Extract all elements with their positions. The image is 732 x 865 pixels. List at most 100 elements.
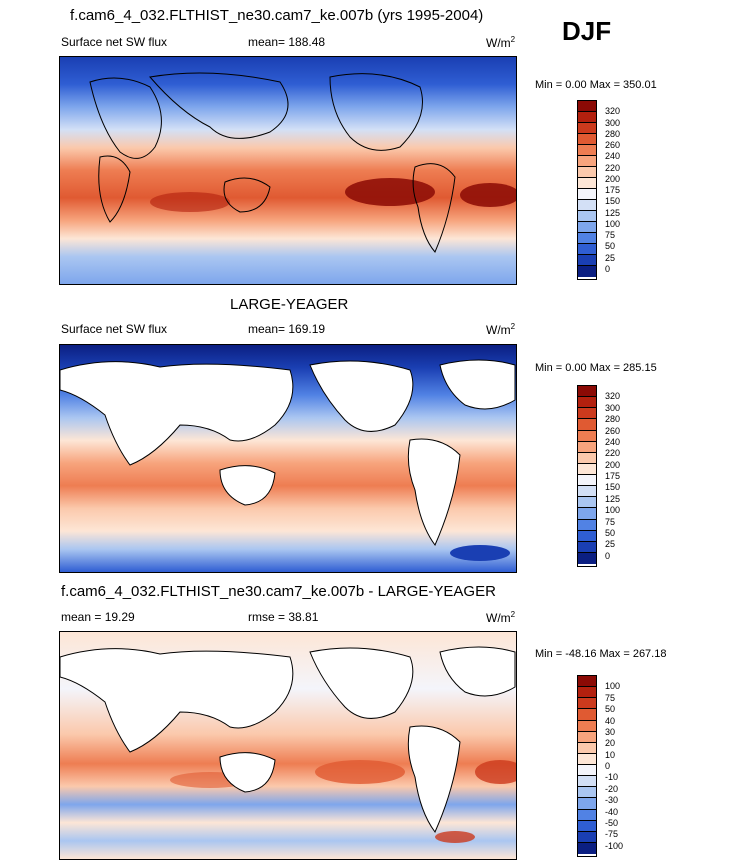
panel-2-map-svg	[60, 345, 516, 572]
colorbar-tick-label: -100	[605, 840, 624, 851]
panel-3-map-svg	[60, 632, 516, 859]
colorbar-tick-label: 0	[605, 263, 611, 274]
panel-3-minmax: Min = -48.16 Max = 267.18	[535, 648, 667, 660]
colorbar-cell	[578, 233, 596, 244]
colorbar-tick-label: 260	[605, 140, 621, 150]
colorbar-tick-label: 75	[605, 230, 616, 240]
colorbar-cell	[578, 189, 596, 200]
colorbar-cell	[578, 178, 596, 189]
colorbar-tick-label: 240	[605, 436, 621, 447]
colorbar-tick-label: 100	[605, 218, 621, 229]
colorbar-cell	[578, 776, 596, 788]
colorbar-cell	[578, 820, 596, 832]
colorbar-cell	[578, 419, 596, 431]
season-label: DJF	[562, 16, 612, 46]
colorbar-tick-label: 50	[605, 704, 616, 715]
colorbar-tick-label: 260	[605, 425, 621, 436]
colorbar-tick-label: 280	[605, 414, 621, 425]
colorbar-cell	[578, 112, 596, 123]
colorbar-tick-label: 200	[605, 173, 621, 184]
colorbar-tick-label: -40	[605, 806, 619, 817]
panel-3-rmse-label: rmse = 38.81	[248, 610, 319, 624]
colorbar-cell	[578, 731, 596, 743]
colorbar-tick-label: 30	[605, 726, 616, 737]
colorbar-cell	[578, 123, 596, 134]
colorbar-tick-label: 280	[605, 128, 621, 139]
colorbar-tick-label: 20	[605, 738, 616, 749]
panel-3-mean-label: mean = 19.29	[61, 610, 135, 624]
colorbar-cell	[578, 441, 596, 453]
panel-2-units: W/m2	[486, 322, 516, 337]
colorbar-cell	[578, 698, 596, 710]
colorbar-tick-label: 125	[605, 207, 621, 218]
colorbar-cell	[578, 397, 596, 409]
colorbar-tick-label: 300	[605, 402, 621, 413]
colorbar-cell	[578, 101, 596, 112]
colorbar-tick-label: 50	[605, 527, 616, 538]
colorbar-tick-label: 100	[605, 681, 621, 692]
colorbar-cell	[578, 742, 596, 754]
colorbar-cell	[578, 475, 596, 487]
colorbar-tick-label: 10	[605, 749, 616, 760]
colorbar-cell	[578, 222, 596, 233]
colorbar-tick-label: 25	[605, 252, 616, 263]
panel-2-map	[59, 344, 517, 573]
colorbar-cell	[578, 497, 596, 509]
colorbar-tick-label: 150	[605, 196, 621, 207]
colorbar-cell	[578, 134, 596, 145]
panel-1-colorbar	[577, 100, 597, 280]
colorbar-cell	[578, 787, 596, 799]
colorbar-tick-label: -30	[605, 795, 619, 806]
colorbar-cell	[578, 167, 596, 178]
colorbar-tick-label: 220	[605, 448, 621, 459]
panel-3-map	[59, 631, 517, 860]
colorbar-cell	[578, 552, 596, 564]
colorbar-tick-label: 125	[605, 493, 621, 504]
colorbar-tick-label: 175	[605, 185, 621, 195]
panel-1-mean-label: mean= 188.48	[248, 35, 326, 49]
colorbar-cell	[578, 687, 596, 699]
colorbar-cell	[578, 255, 596, 266]
colorbar-cell	[578, 244, 596, 255]
panel-3-title: f.cam6_4_032.FLTHIST_ne30.cam7_ke.007b -…	[61, 583, 496, 600]
colorbar-cell	[578, 156, 596, 167]
colorbar-cell	[578, 519, 596, 531]
panel-2-title: LARGE-YEAGER	[230, 296, 349, 313]
panel-1-map-svg	[60, 57, 516, 284]
colorbar-tick-label: 0	[605, 761, 611, 771]
colorbar-cell	[578, 831, 596, 843]
colorbar-cell	[578, 753, 596, 765]
panel-3-colorbar	[577, 675, 597, 857]
colorbar-cell	[578, 508, 596, 520]
colorbar-cell	[578, 720, 596, 732]
colorbar-tick-label: -75	[605, 829, 619, 840]
colorbar-cell	[578, 798, 596, 810]
colorbar-tick-label: -10	[605, 772, 619, 783]
colorbar-tick-label: 25	[605, 539, 616, 550]
colorbar-tick-label: 50	[605, 241, 616, 252]
colorbar-tick-label: 100	[605, 505, 621, 516]
colorbar-cell	[578, 463, 596, 475]
colorbar-cell	[578, 765, 596, 777]
colorbar-tick-label: 75	[605, 692, 616, 703]
colorbar-cell	[578, 386, 596, 398]
colorbar-tick-label: -20	[605, 783, 619, 794]
colorbar-cell	[578, 266, 596, 277]
colorbar-cell	[578, 200, 596, 211]
colorbar-cell	[578, 709, 596, 721]
colorbar-cell	[578, 145, 596, 156]
colorbar-cell	[578, 676, 596, 688]
colorbar-tick-label: 175	[605, 471, 621, 481]
colorbar-cell	[578, 530, 596, 542]
colorbar-cell	[578, 211, 596, 222]
colorbar-cell	[578, 809, 596, 821]
panel-1-minmax: Min = 0.00 Max = 350.01	[535, 79, 657, 91]
colorbar-tick-label: 200	[605, 459, 621, 470]
panel-2-mean-label: mean= 169.19	[248, 322, 326, 336]
colorbar-cell	[578, 430, 596, 442]
panel-2-colorbar	[577, 385, 597, 567]
panel-1-units: W/m2	[486, 35, 516, 50]
colorbar-cell	[578, 842, 596, 854]
colorbar-tick-label: 150	[605, 482, 621, 493]
colorbar-cell	[578, 486, 596, 498]
